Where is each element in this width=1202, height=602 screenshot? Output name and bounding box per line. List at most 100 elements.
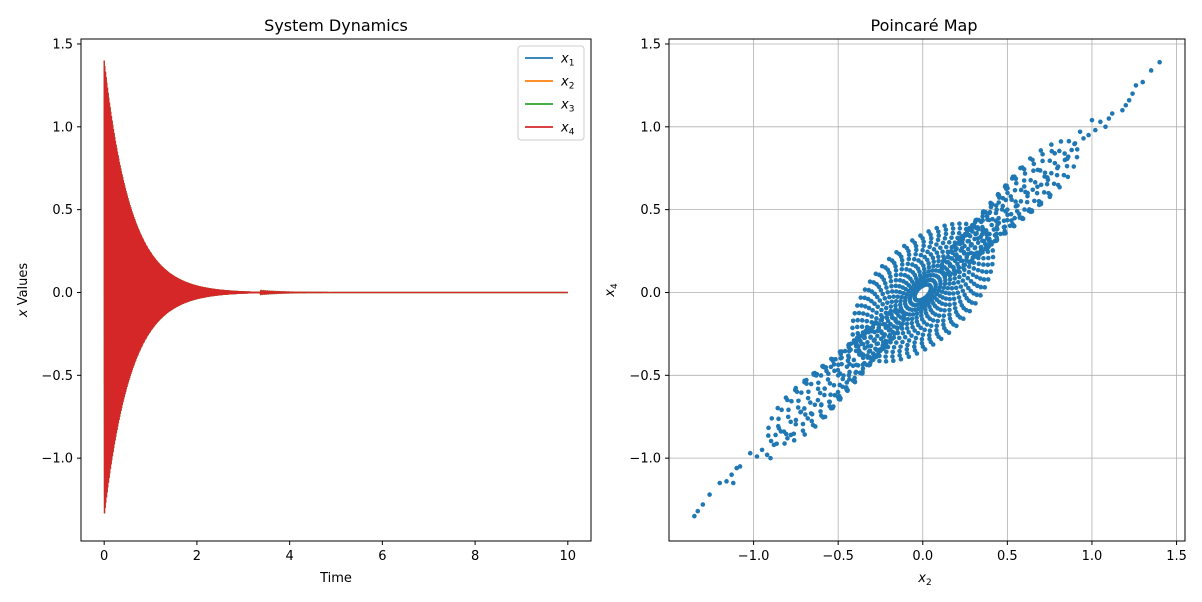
- scatter-point: [893, 316, 898, 322]
- scatter-point: [901, 317, 906, 323]
- scatter-point: [948, 248, 954, 254]
- scatter-point: [764, 452, 770, 458]
- scatter-point: [940, 240, 946, 246]
- scatter-point: [901, 313, 907, 318]
- scatter-point: [993, 203, 999, 208]
- scatter-point: [962, 292, 967, 298]
- scatter-point: [947, 302, 952, 308]
- scatter-point: [1093, 127, 1098, 133]
- scatter-point: [928, 252, 934, 257]
- scatter-point: [955, 290, 961, 296]
- scatter-point: [918, 309, 924, 315]
- scatter-point: [859, 324, 865, 330]
- x-tick-label: 2: [193, 549, 201, 564]
- scatter-point: [966, 238, 972, 244]
- scatter-point: [936, 233, 942, 238]
- scatter-point: [1106, 116, 1112, 121]
- y-tick-label: 1.5: [640, 37, 661, 52]
- scatter-point: [928, 323, 934, 329]
- scatter-point: [828, 392, 833, 398]
- scatter-point: [1023, 189, 1028, 195]
- scatter-point: [850, 325, 855, 331]
- scatter-point: [1049, 142, 1054, 147]
- scatter-point: [944, 271, 949, 277]
- scatter-point: [990, 254, 996, 260]
- scatter-point: [938, 245, 943, 251]
- scatter-point: [881, 334, 886, 340]
- scatter-point: [882, 296, 888, 301]
- scatter-point: [958, 284, 964, 289]
- scatter-point: [1016, 211, 1022, 217]
- scatter-point: [966, 269, 972, 275]
- scatter-point: [808, 400, 813, 405]
- scatter-point: [910, 324, 915, 330]
- x-axis-label: Time: [319, 571, 352, 586]
- scatter-point: [927, 328, 933, 334]
- scatter-point: [737, 464, 743, 469]
- scatter-point: [1003, 186, 1009, 192]
- scatter-point: [909, 316, 915, 322]
- scatter-point: [934, 225, 940, 231]
- scatter-point: [1064, 163, 1070, 169]
- scatter-point: [885, 339, 890, 344]
- scatter-point: [1009, 176, 1015, 181]
- scatter-point: [947, 312, 952, 317]
- scatter-point: [773, 432, 778, 438]
- scatter-point: [692, 513, 697, 519]
- scatter-point: [990, 261, 995, 267]
- scatter-point: [1057, 184, 1062, 190]
- scatter-point: [891, 294, 896, 299]
- scatter-point: [853, 369, 859, 375]
- scatter-point: [813, 424, 818, 429]
- scatter-point: [1054, 172, 1060, 178]
- scatter-point: [931, 263, 936, 269]
- x-tick-label: 1.5: [1166, 549, 1187, 564]
- scatter-point: [874, 316, 879, 321]
- scatter-point: [960, 288, 966, 294]
- scatter-point: [950, 230, 956, 236]
- scatter-point: [862, 295, 867, 301]
- scatter-point: [947, 281, 952, 286]
- scatter-point: [843, 386, 849, 391]
- scatter-point: [978, 293, 983, 298]
- scatter-point: [897, 278, 903, 283]
- scatter-point: [1022, 171, 1028, 176]
- scatter-point: [941, 322, 946, 328]
- scatter-point: [759, 447, 765, 453]
- scatter-point: [825, 377, 831, 382]
- scatter-point: [936, 313, 942, 318]
- scatter-point: [896, 335, 902, 341]
- scatter-point: [873, 271, 879, 277]
- y-axis-ticks: −1.0 −0.5 0.0 0.5 1.0 1.5: [629, 37, 669, 467]
- scatter-point: [869, 314, 874, 319]
- scatter-point: [878, 347, 883, 352]
- scatter-point: [951, 291, 956, 296]
- scatter-point: [914, 247, 919, 253]
- scatter-point: [930, 318, 936, 323]
- legend-label-x1: x1: [560, 52, 574, 69]
- scatter-point: [889, 283, 894, 289]
- scatter-point: [851, 357, 857, 363]
- scatter-point: [931, 259, 937, 265]
- scatter-point: [955, 241, 961, 246]
- scatter-point: [893, 299, 899, 304]
- scatter-point: [972, 245, 978, 250]
- scatter-point: [1058, 139, 1064, 144]
- scatter-point: [1013, 180, 1019, 186]
- scatter-point: [893, 303, 898, 308]
- scatter-point: [984, 269, 989, 275]
- scatter-point: [775, 423, 781, 429]
- scatter-point: [933, 273, 939, 279]
- scatter-point: [854, 338, 860, 343]
- scatter-point: [934, 327, 939, 333]
- scatter-point: [887, 294, 892, 300]
- scatter-point: [1026, 208, 1031, 214]
- scatter-point: [904, 350, 910, 356]
- scatter-point: [906, 256, 912, 262]
- scatter-point: [864, 318, 870, 324]
- scatter-point: [700, 502, 706, 507]
- y-tick-label: 1.0: [640, 120, 661, 135]
- scatter-point: [866, 305, 872, 311]
- scatter-point: [975, 240, 981, 246]
